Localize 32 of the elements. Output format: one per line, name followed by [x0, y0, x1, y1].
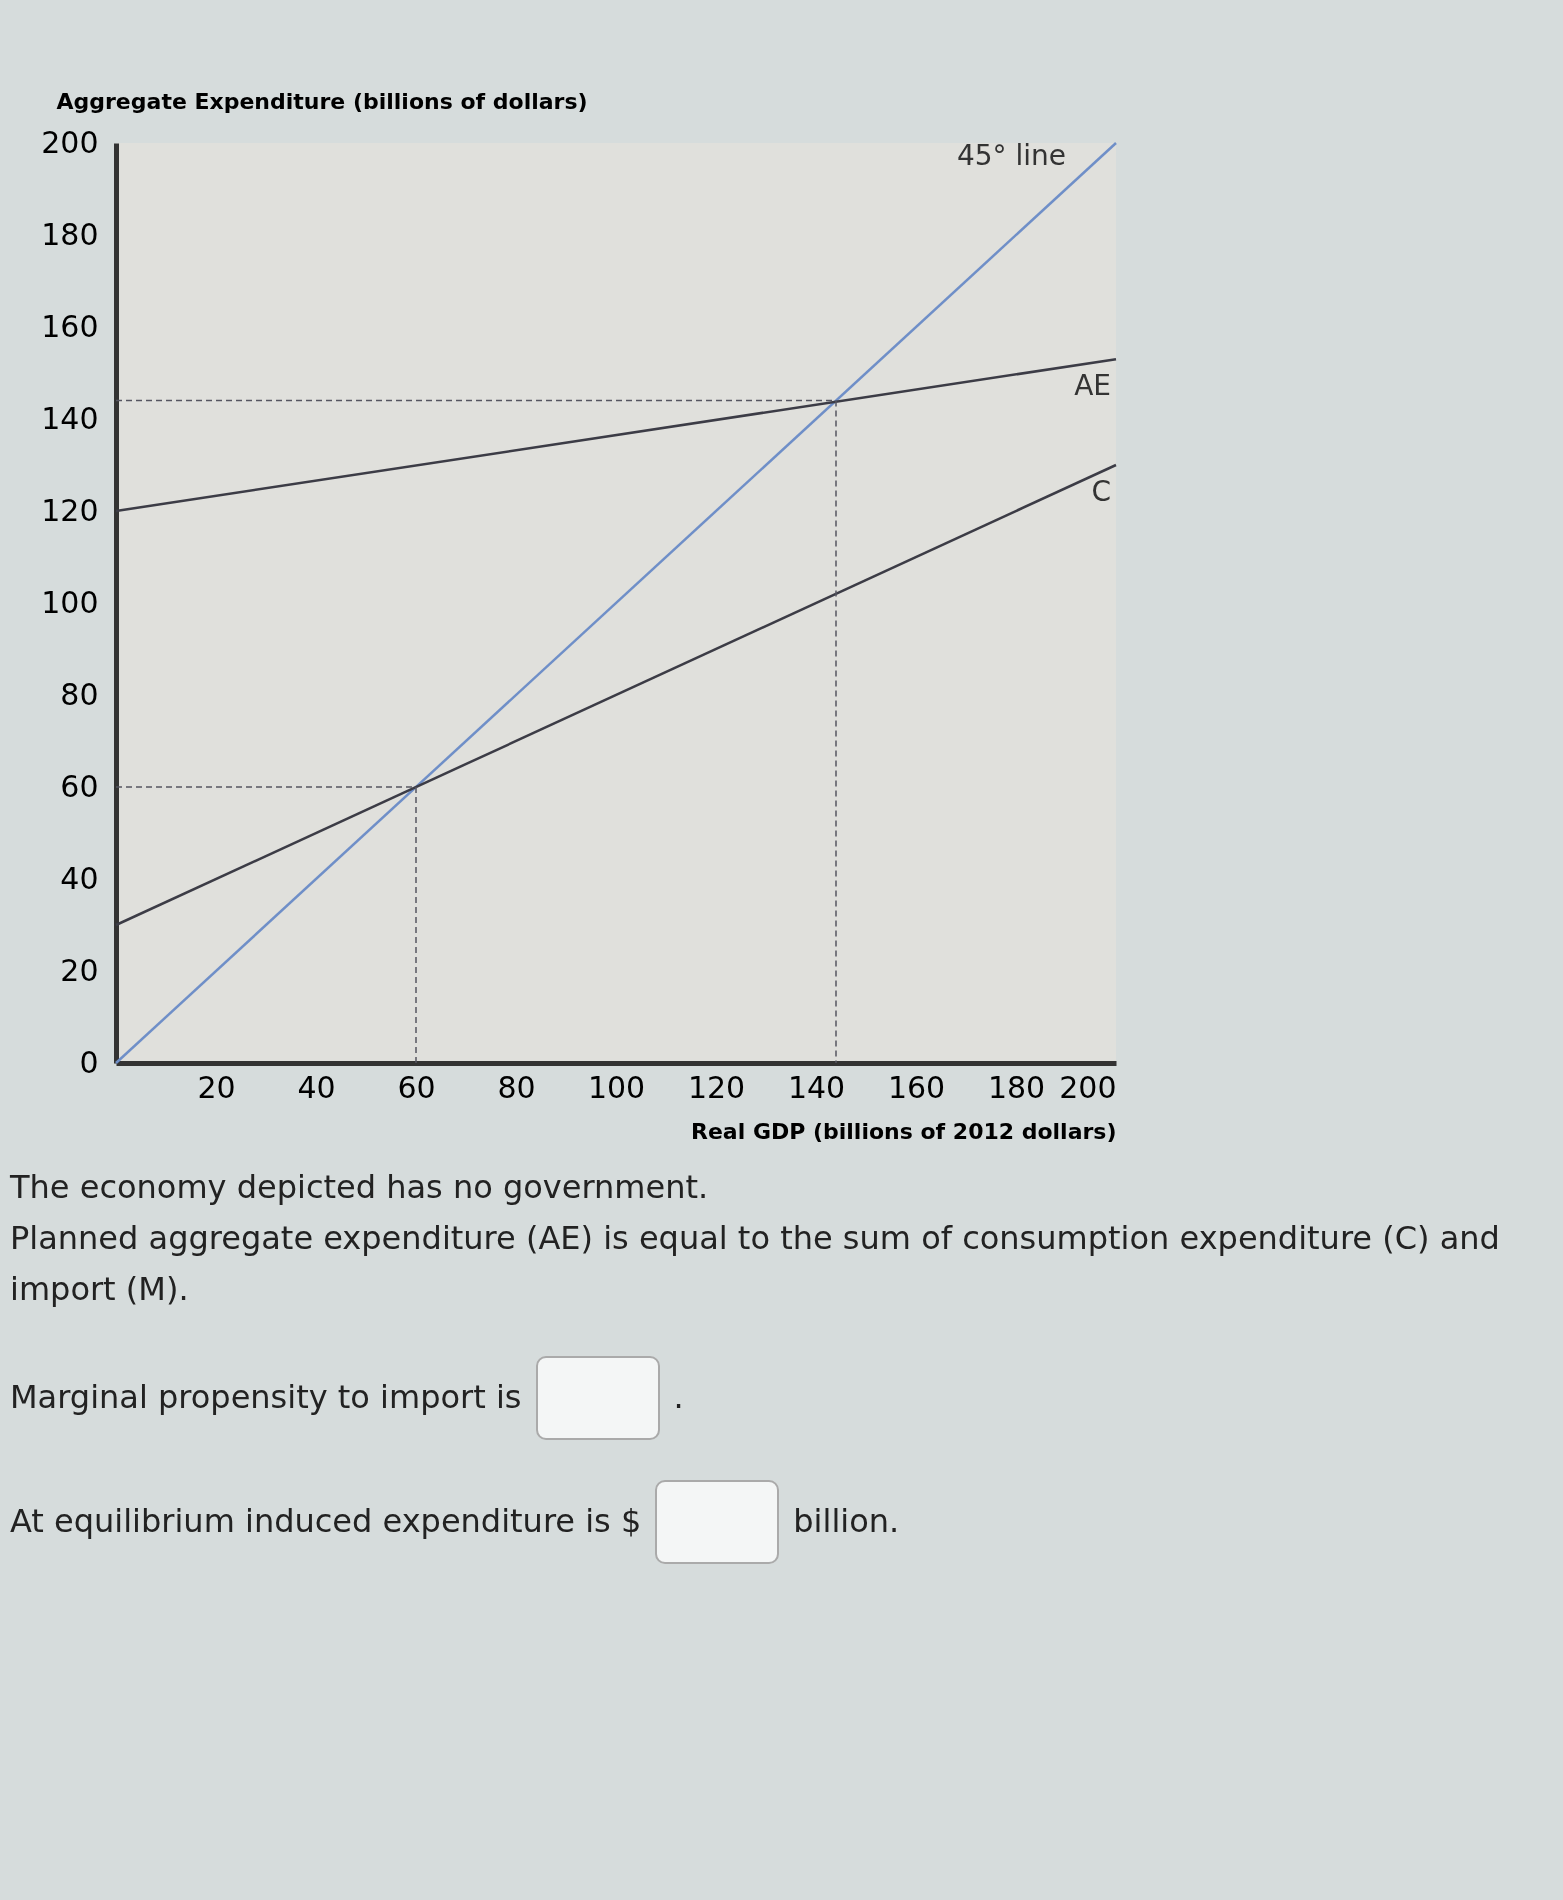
- text: Planned aggregate expenditure (AE) is equal to the sum of consumption expenditure (C) and import (M).: [10, 1218, 1501, 1311]
- x-tick-label: 40: [297, 1069, 336, 1105]
- y-tick-label: 0: [79, 1044, 99, 1080]
- y-tick-label: 160: [41, 308, 99, 344]
- x-tick-label: 200: [1059, 1069, 1117, 1105]
- y-tick-label: 120: [41, 492, 99, 528]
- x-tick-label: 160: [887, 1069, 946, 1105]
- y-tick-label: 20: [60, 952, 99, 988]
- x-tick-label: 60: [397, 1069, 436, 1105]
- text: At equilibrium induced expenditure is $: [10, 1500, 642, 1542]
- x-tick-label: 140: [787, 1069, 846, 1105]
- y-tick-label: 180: [41, 216, 99, 252]
- y-tick-label: 140: [41, 400, 99, 436]
- x-tick-label: 180: [987, 1069, 1046, 1105]
- x-tick-label: 120: [687, 1069, 746, 1105]
- x-tick-label: 80: [497, 1069, 536, 1105]
- y-tick-label: 60: [60, 768, 99, 804]
- text: billion.: [793, 1500, 900, 1542]
- y-axis-title: Aggregate Expenditure (billions of dollars): [56, 88, 588, 114]
- text: The economy depicted has no government.: [10, 1167, 710, 1208]
- x-axis-title: Real GDP (billions of 2012 dollars): [690, 1118, 1117, 1144]
- text: Marginal propensity to import is: [10, 1376, 522, 1418]
- x-tick-label: 100: [587, 1069, 646, 1105]
- y-tick-label: 200: [41, 124, 99, 160]
- y-tick-label: 80: [60, 676, 99, 712]
- series-label: AE: [1074, 369, 1111, 403]
- x-tick-label: 20: [197, 1069, 236, 1105]
- series-label: 45° line: [956, 139, 1066, 172]
- series-label: C: [1091, 475, 1111, 508]
- text: .: [673, 1376, 684, 1418]
- y-tick-label: 40: [60, 860, 99, 896]
- y-tick-label: 100: [41, 584, 99, 620]
